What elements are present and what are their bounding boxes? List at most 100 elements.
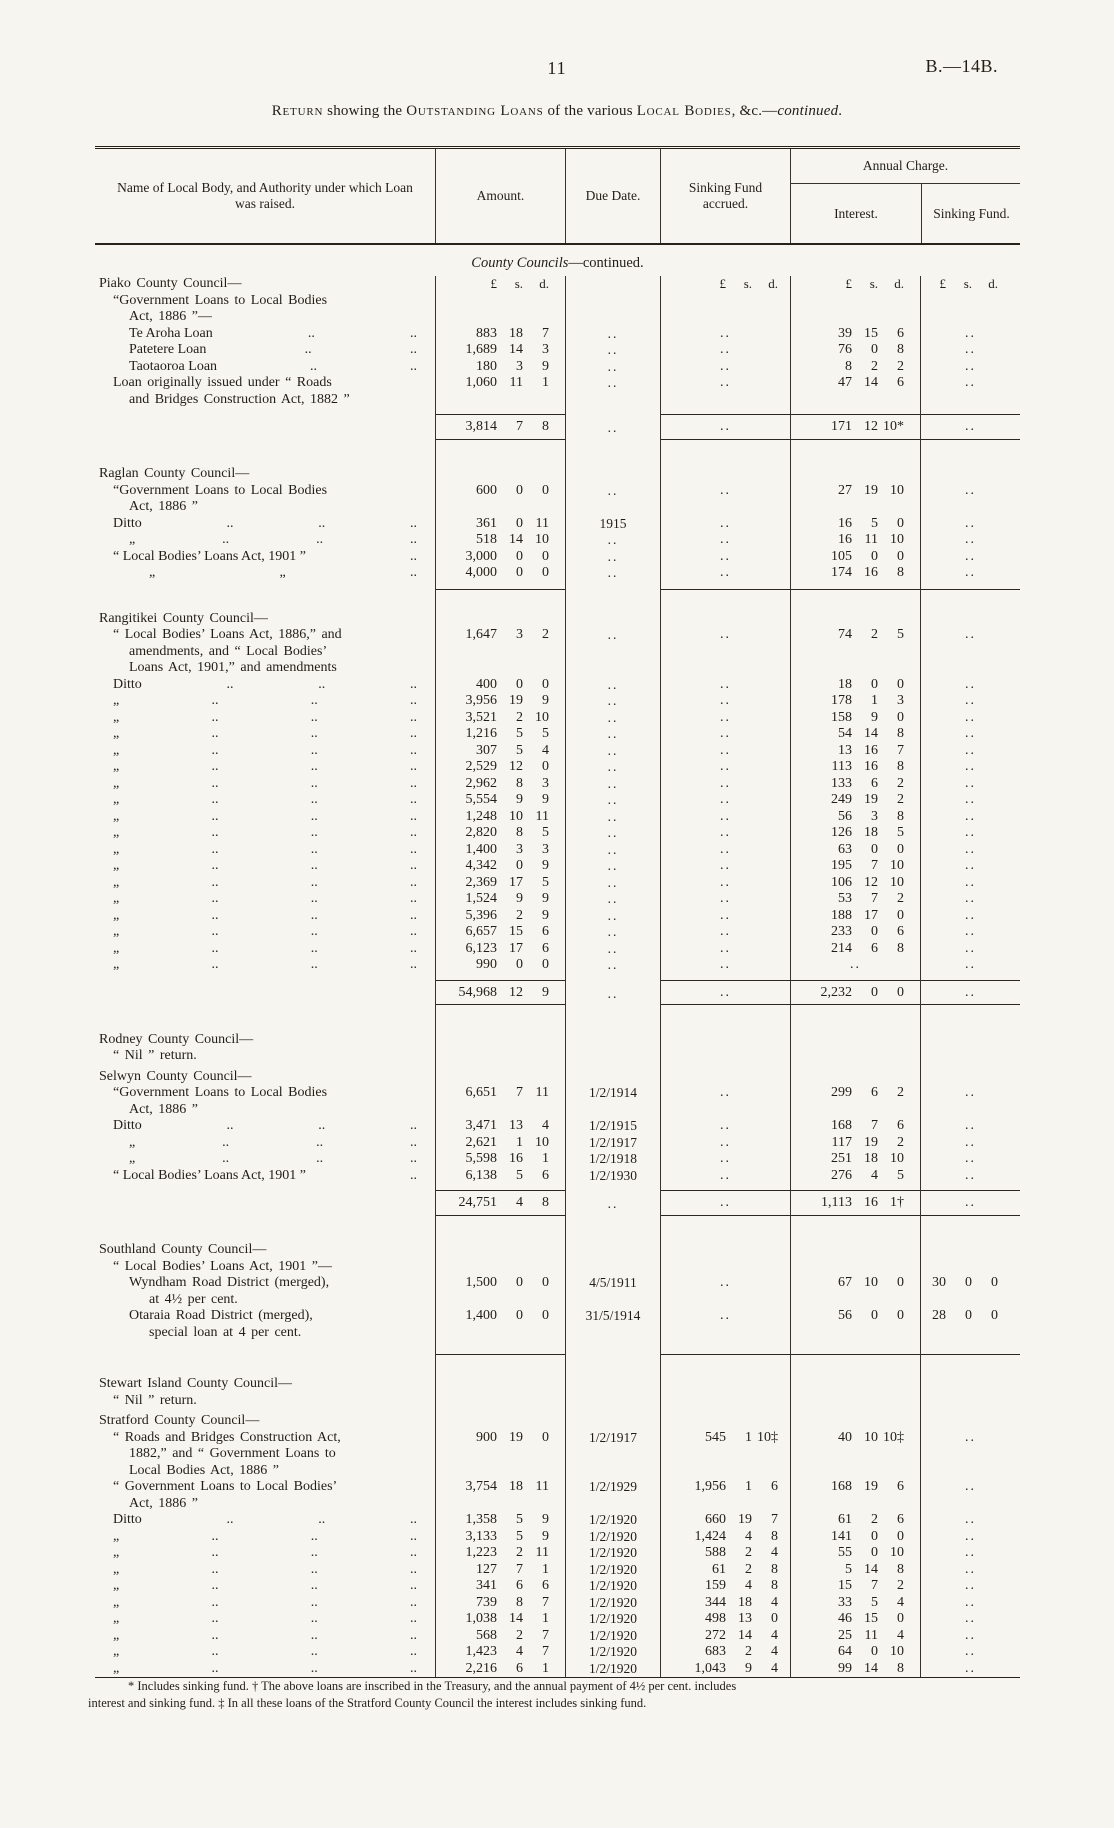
money-value: 600 0 0 bbox=[436, 483, 565, 500]
pence: 0 bbox=[897, 907, 904, 923]
pounds: 276 bbox=[831, 1167, 852, 1183]
pounds: 3,814 bbox=[465, 419, 498, 434]
pence: 1† bbox=[890, 1195, 904, 1210]
sinking-fund-cell: .. bbox=[920, 825, 1020, 842]
money-value: 400 0 0 bbox=[436, 677, 565, 694]
pounds: 174 bbox=[831, 565, 852, 580]
sinking-fund-cell: .. bbox=[920, 482, 1020, 516]
shillings: 15 bbox=[864, 1611, 878, 1626]
ditto-dots: .. bbox=[965, 1528, 976, 1544]
ditto-dots: .. bbox=[965, 1429, 976, 1445]
name-line: Local Bodies Act, 1886 ” bbox=[97, 1463, 431, 1480]
dot-leader: .. bbox=[211, 1578, 219, 1593]
name-text: “ Nil ” return. bbox=[113, 1392, 197, 1408]
dot-leader: .. bbox=[310, 940, 318, 956]
dot-leader: .. bbox=[409, 676, 417, 692]
pence: 8 bbox=[897, 808, 904, 824]
pence: 10‡ bbox=[883, 1429, 904, 1445]
shillings: 10 bbox=[864, 1429, 878, 1445]
table-row: „...... 5,554 9 9.... 249 19 2.. bbox=[95, 792, 1020, 809]
name-line: „...... bbox=[97, 1628, 431, 1645]
amount-cell: 3,521 2 10 bbox=[435, 709, 565, 726]
shillings: 14 bbox=[864, 1561, 878, 1577]
due-date-cell: .. bbox=[565, 726, 660, 743]
pounds: 158 bbox=[831, 709, 852, 725]
name-line: 1882,” and “ Government Loans to bbox=[97, 1446, 431, 1463]
ditto-mark: „ bbox=[113, 1594, 120, 1610]
due-date-cell: .. bbox=[565, 532, 660, 549]
pounds: 54 bbox=[838, 726, 852, 741]
due-date-cell: .. bbox=[565, 342, 660, 359]
name-cell: „...... bbox=[95, 891, 435, 908]
amount-cell: 1,524 9 9 bbox=[435, 891, 565, 908]
sinking-fund-cell: .. bbox=[920, 1512, 1020, 1529]
shillings: 2 bbox=[516, 1627, 523, 1643]
interest-cell: 74 2 5 bbox=[790, 627, 920, 677]
amount-cell: 2,820 8 5 bbox=[435, 825, 565, 842]
amount-cell bbox=[435, 1031, 565, 1048]
table-row: Rodney County Council— bbox=[95, 1031, 1020, 1048]
section-rule bbox=[921, 1354, 1020, 1355]
amount-cell: 3,133 5 9 bbox=[435, 1528, 565, 1545]
pounds: 30 bbox=[932, 1275, 946, 1290]
pence: 10 bbox=[890, 1151, 904, 1166]
shillings: 3 bbox=[516, 627, 523, 642]
table-row: „...... 6,657 15 6.... 233 0 6.. bbox=[95, 924, 1020, 941]
dot-leader: .. bbox=[310, 858, 318, 873]
column-header-name: Name of Local Body, and Authority under … bbox=[117, 180, 413, 211]
total-box: 1,113 16 1† bbox=[791, 1190, 920, 1216]
pounds: 2,529 bbox=[465, 759, 498, 774]
table-row: „...... 1,524 9 9.... 53 7 2.. bbox=[95, 891, 1020, 908]
due-date-value: 1/2/1920 bbox=[588, 1611, 637, 1626]
shillings: 0 bbox=[516, 1308, 523, 1323]
money-value: 545 1 10‡ bbox=[661, 1430, 790, 1447]
name-cell: „...... bbox=[95, 1545, 435, 1562]
dot-leader: .. bbox=[409, 1578, 417, 1593]
name-line: Act, 1886 ” bbox=[97, 1102, 431, 1119]
sinking-fund-cell: .. bbox=[920, 1594, 1020, 1611]
name-line: „...... bbox=[97, 532, 431, 549]
shillings: 19 bbox=[864, 482, 878, 498]
sinking-fund-accrued-cell bbox=[660, 1364, 790, 1376]
sinking-fund-cell bbox=[920, 598, 1020, 611]
name-cell bbox=[95, 1184, 435, 1230]
shillings: 0 bbox=[516, 858, 523, 873]
pounds: 195 bbox=[831, 858, 852, 873]
name-text: Loan originally issued under “ Roads bbox=[113, 375, 332, 390]
ditto-dots: .. bbox=[965, 1479, 976, 1494]
name-line: “ Roads and Bridges Construction Act, bbox=[97, 1430, 431, 1447]
amount-cell bbox=[435, 598, 565, 611]
name-line: “Government Loans to Local Bodies bbox=[97, 1085, 431, 1102]
pence: 8 bbox=[897, 726, 904, 741]
name-line: „...... bbox=[97, 941, 431, 958]
name-cell: Patetere Loan.... bbox=[95, 342, 435, 359]
dot-leader: .. bbox=[409, 907, 417, 923]
due-date-cell: .. bbox=[565, 375, 660, 408]
dot-leader: .. bbox=[211, 940, 219, 956]
pence: 3 bbox=[542, 841, 549, 857]
amount-cell bbox=[435, 1242, 565, 1259]
sinking-fund-cell: .. bbox=[920, 342, 1020, 359]
pounds: 39 bbox=[838, 325, 852, 341]
money-value: 168 19 6 bbox=[791, 1479, 920, 1496]
name-cell: „...... bbox=[95, 1644, 435, 1661]
due-date-cell bbox=[565, 1019, 660, 1032]
ditto-dots: .. bbox=[965, 907, 976, 923]
amount-cell bbox=[435, 454, 565, 466]
pence: 6 bbox=[542, 1578, 549, 1593]
sinking-fund-accrued-cell: .. bbox=[660, 532, 790, 549]
dot-leader: .. bbox=[410, 565, 417, 580]
table-row: “ Local Bodies’ Loans Act, 1886,” and ame… bbox=[95, 627, 1020, 677]
sinking-fund-accrued-cell: .. bbox=[660, 1167, 790, 1184]
shillings: 0 bbox=[871, 1528, 878, 1544]
ditto-dots: .. bbox=[965, 325, 976, 341]
name-cell: Ditto...... bbox=[95, 516, 435, 533]
shillings: 19 bbox=[509, 1429, 523, 1445]
amount-cell: 990 0 0 bbox=[435, 957, 565, 974]
dot-leader: .. bbox=[409, 874, 417, 890]
ditto-mark: „ bbox=[113, 858, 120, 873]
sinking-fund-cell bbox=[920, 1242, 1020, 1259]
shillings: 0 bbox=[871, 841, 878, 857]
dot-leader: .. bbox=[310, 1627, 318, 1643]
pounds: 67 bbox=[838, 1275, 852, 1290]
